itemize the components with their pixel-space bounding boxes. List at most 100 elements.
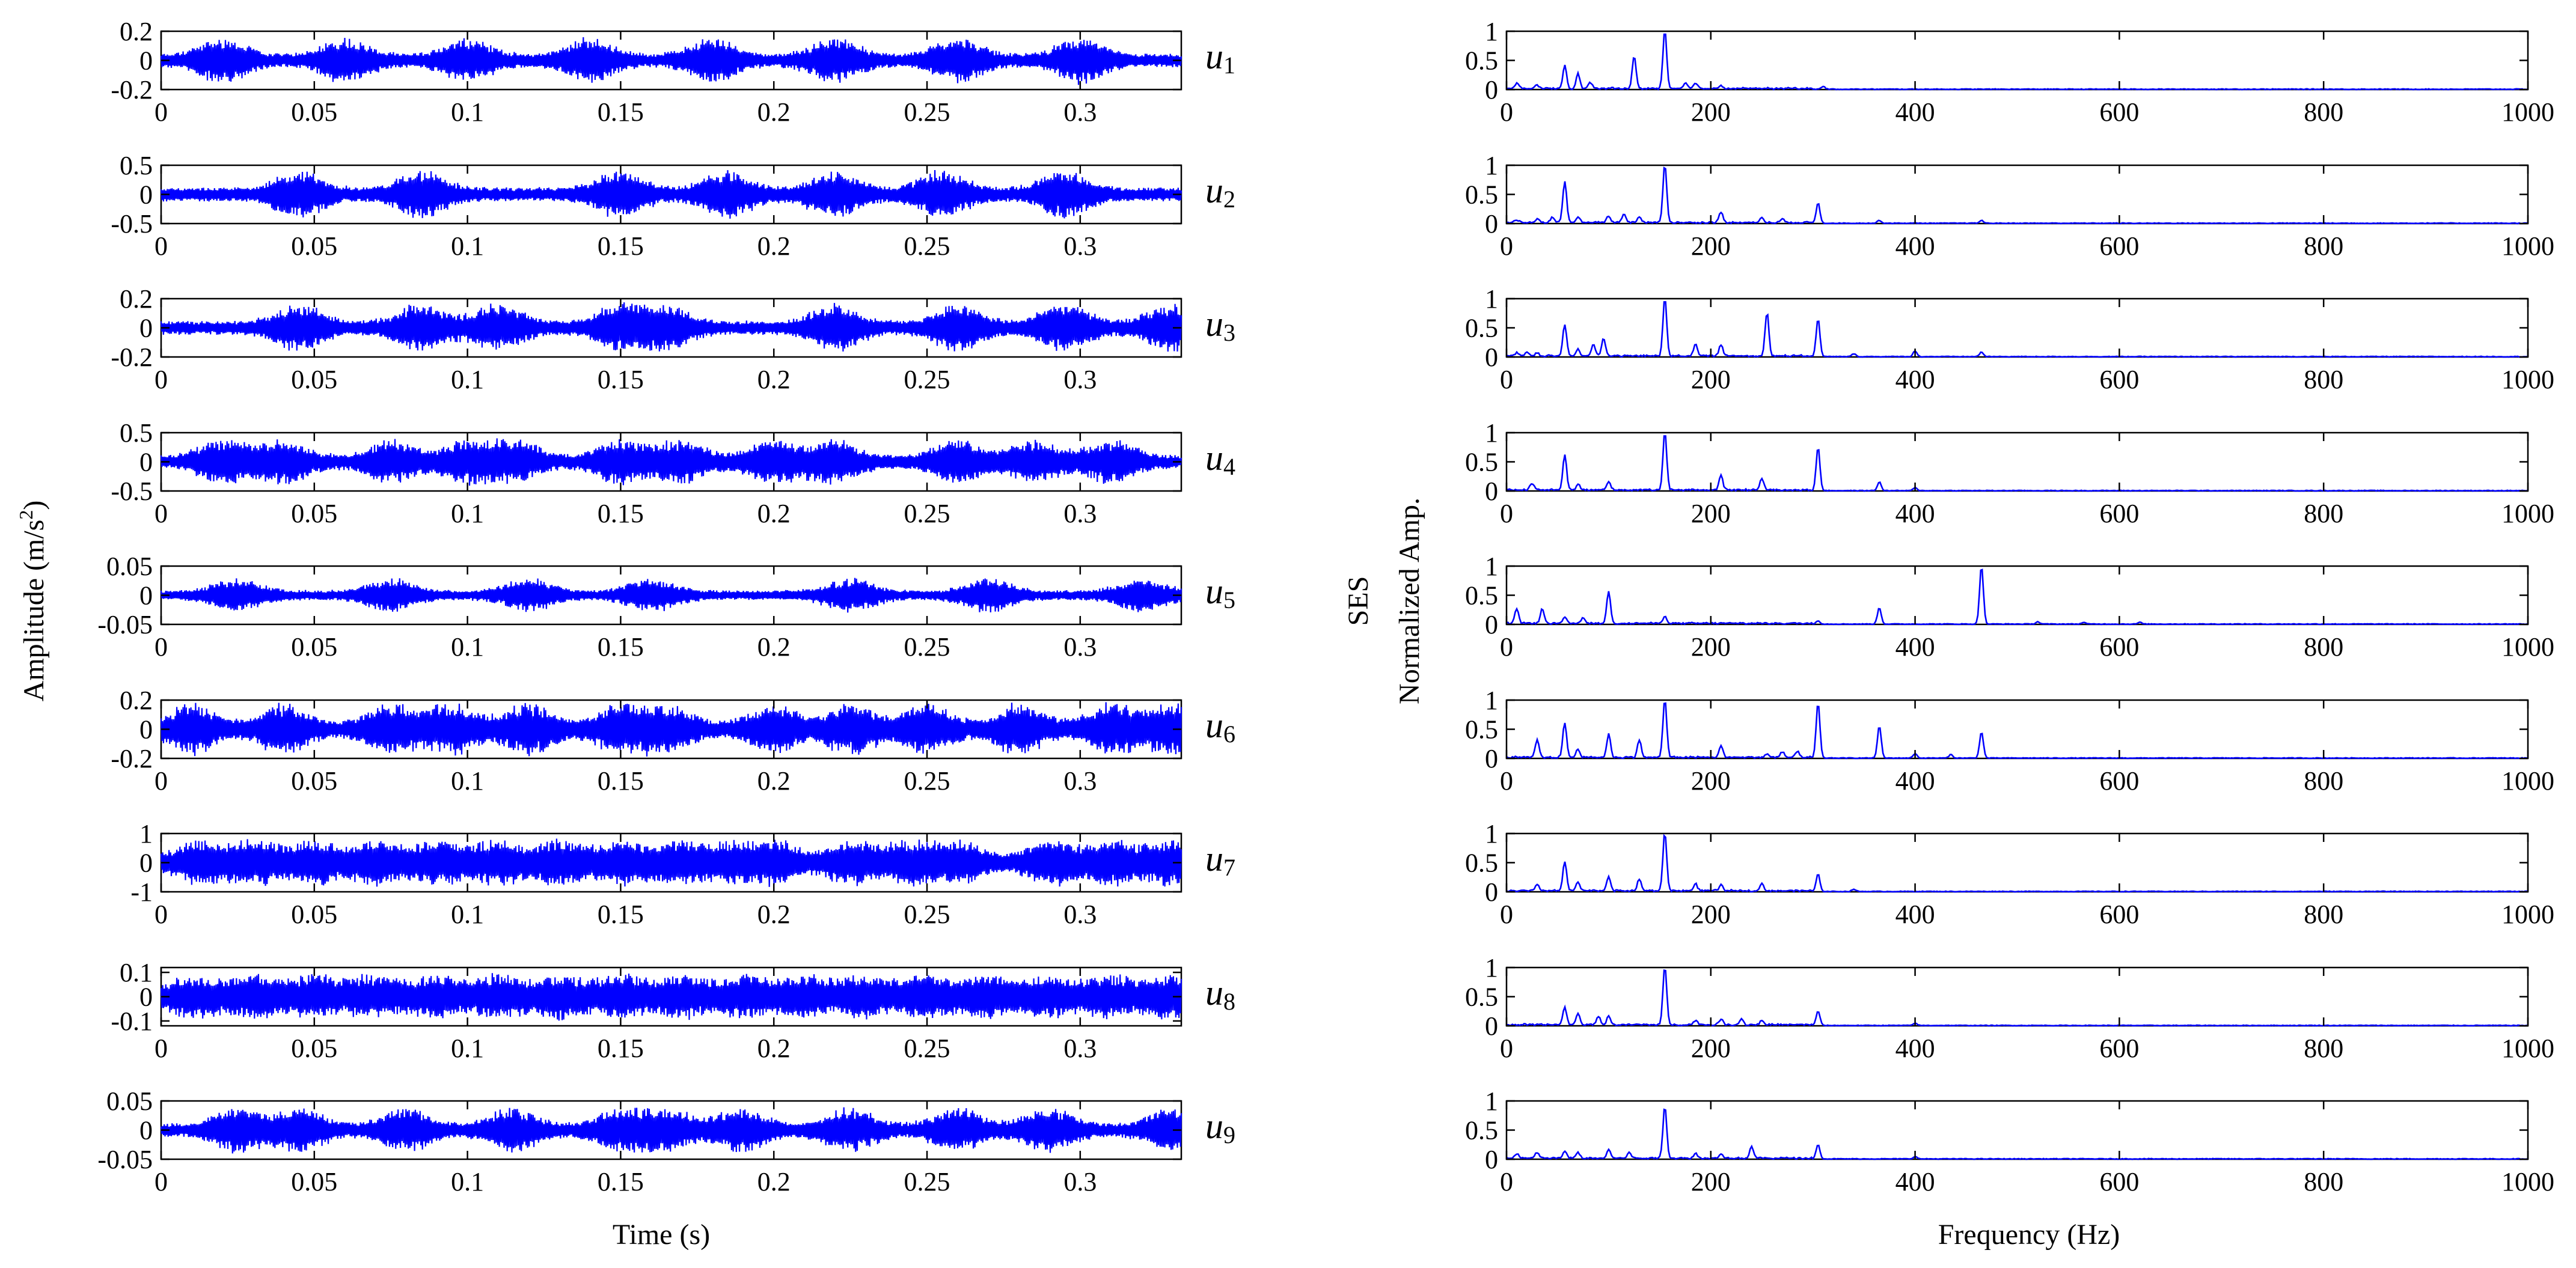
mode-ytick-label: -0.05 xyxy=(97,1145,153,1174)
ses-xtick-label: 200 xyxy=(1691,1034,1731,1063)
ses-xtick-label: 400 xyxy=(1895,766,1935,796)
mode-ytick-label: 0.05 xyxy=(106,1087,153,1116)
ses-xtick-label: 600 xyxy=(2099,1034,2139,1063)
mode-xtick-label: 0.05 xyxy=(291,766,337,796)
ses-xlabel: Frequency (Hz) xyxy=(1938,1219,2120,1251)
ses-ytick-label: 0.5 xyxy=(1465,1116,1498,1145)
mode-signal-u2 xyxy=(160,169,1182,219)
mode-xtick-label: 0.05 xyxy=(291,499,337,528)
ses-axes xyxy=(1505,30,2529,91)
mode-panel-u1: -0.200.20 0.05 0.1 0.15 0.2 0.25 0.3u1 xyxy=(111,17,1235,127)
ses-panel-5: 00.51 0 200 400 600 800 1000 xyxy=(1465,552,2554,662)
mode-xtick-label: 0.3 xyxy=(1063,900,1097,929)
ses-xtick-label: 1000 xyxy=(2501,900,2554,929)
ses-ytick-label: 0 xyxy=(1485,1011,1498,1041)
ses-ylabel-line1: SES xyxy=(1342,576,1374,626)
mode-xtick-label: 0.25 xyxy=(904,97,950,127)
ses-xtick-label: 400 xyxy=(1895,900,1935,929)
mode-panel-u8: -0.100.10 0.05 0.1 0.15 0.2 0.25 0.3u8 xyxy=(111,958,1235,1063)
mode-xtick-label: 0.15 xyxy=(598,97,644,127)
mode-ytick-label: -1 xyxy=(130,877,153,907)
ses-panel-7: 00.51 0 200 400 600 800 1000 xyxy=(1465,819,2554,929)
mode-xtick-label: 0.15 xyxy=(598,632,644,662)
mode-label-main: u xyxy=(1205,438,1223,478)
ses-xtick-label: 600 xyxy=(2099,499,2139,528)
mode-label-u8: u8 xyxy=(1205,973,1235,1015)
mode-ytick-label: -0.5 xyxy=(111,209,153,239)
ses-xtick-label: 1000 xyxy=(2501,1034,2554,1063)
ses-xtick-label: 400 xyxy=(1895,1167,1935,1196)
mode-panel-u4: -0.500.50 0.05 0.1 0.15 0.2 0.25 0.3u4 xyxy=(111,418,1235,528)
mode-label-main: u xyxy=(1205,706,1223,745)
mode-xtick-label: 0.05 xyxy=(291,231,337,261)
mode-label-main: u xyxy=(1205,572,1223,611)
mode-xtick-label: 0 xyxy=(154,900,168,929)
mode-xtick-label: 0.15 xyxy=(598,1034,644,1063)
ses-panel-6: 00.51 0 200 400 600 800 1000 xyxy=(1465,686,2554,796)
ses-xtick-label: 600 xyxy=(2099,231,2139,261)
mode-ytick-label: 0 xyxy=(139,314,153,343)
ses-ytick-label: 0.5 xyxy=(1465,180,1498,210)
mode-label-main: u xyxy=(1205,304,1223,344)
ses-ytick-label: 0.5 xyxy=(1465,849,1498,878)
ses-spectrum-line xyxy=(1506,166,2529,225)
mode-ytick-label: -0.5 xyxy=(111,477,153,506)
mode-xtick-label: 0.2 xyxy=(757,365,791,394)
mode-xtick-label: 0.15 xyxy=(598,766,644,796)
ses-ytick-label: 0.5 xyxy=(1465,46,1498,76)
ses-xtick-label: 800 xyxy=(2304,231,2343,261)
mode-label-sub: 2 xyxy=(1223,186,1235,213)
ses-ylabel-line2: Normalized Amp. xyxy=(1394,498,1425,704)
ses-xtick-label: 600 xyxy=(2099,365,2139,394)
ses-panel-9: 00.51 0 200 400 600 800 1000 xyxy=(1465,1087,2554,1196)
mode-xtick-label: 0 xyxy=(154,632,168,662)
mode-xtick-label: 0.15 xyxy=(598,365,644,394)
mode-signal-u4 xyxy=(160,438,1182,486)
mode-label-main: u xyxy=(1205,839,1223,879)
time-domain-panels: -0.200.20 0.05 0.1 0.15 0.2 0.25 0.3u1-0.500.5… xyxy=(97,17,1235,1196)
ses-xtick-label: 0 xyxy=(1500,766,1513,796)
mode-ytick-label: 0 xyxy=(139,849,153,878)
mode-ytick-label: 0.2 xyxy=(120,17,153,46)
ses-xtick-label: 400 xyxy=(1895,231,1935,261)
mode-signal-u1 xyxy=(160,37,1182,85)
mode-xtick-label: 0.1 xyxy=(451,1167,484,1196)
ses-xtick-label: 200 xyxy=(1691,766,1731,796)
ses-xtick-label: 600 xyxy=(2099,97,2139,127)
mode-label-u5: u5 xyxy=(1205,572,1235,614)
ses-xtick-label: 1000 xyxy=(2501,632,2554,662)
mode-xtick-label: 0.1 xyxy=(451,97,484,127)
ses-panel-1: 00.51 0 200 400 600 800 1000 xyxy=(1465,17,2554,127)
ses-xtick-label: 200 xyxy=(1691,499,1731,528)
ses-spectrum-line xyxy=(1506,834,2529,893)
mode-label-main: u xyxy=(1205,973,1223,1013)
ses-ytick-label: 0.5 xyxy=(1465,715,1498,745)
ses-spectrum-line xyxy=(1506,33,2529,91)
ses-xtick-label: 0 xyxy=(1500,900,1513,929)
time-ylabel-sup: 2 xyxy=(15,510,37,520)
mode-xtick-label: 0.1 xyxy=(451,632,484,662)
ses-axes xyxy=(1505,565,2529,626)
mode-signal-u3 xyxy=(160,302,1182,352)
mode-xtick-label: 0.3 xyxy=(1063,365,1097,394)
ses-spectrum-line xyxy=(1506,568,2529,626)
ses-spectrum-line xyxy=(1506,435,2529,492)
ses-axes xyxy=(1505,966,2529,1027)
mode-xtick-label: 0.3 xyxy=(1063,1034,1097,1063)
mode-xtick-label: 0.25 xyxy=(904,900,950,929)
ses-xtick-label: 800 xyxy=(2304,766,2343,796)
ses-xtick-label: 200 xyxy=(1691,900,1731,929)
mode-xtick-label: 0 xyxy=(154,766,168,796)
mode-ytick-label: 0.2 xyxy=(120,284,153,314)
mode-ytick-label: -0.1 xyxy=(111,1007,153,1036)
ses-xtick-label: 800 xyxy=(2304,632,2343,662)
time-xlabel: Time (s) xyxy=(613,1219,710,1251)
mode-xtick-label: 0.3 xyxy=(1063,766,1097,796)
mode-signal-u9 xyxy=(160,1107,1182,1154)
mode-ytick-label: 0 xyxy=(139,581,153,611)
mode-signal-u7 xyxy=(160,838,1182,887)
ses-ytick-label: 1 xyxy=(1485,151,1498,180)
mode-label-sub: 3 xyxy=(1223,319,1235,346)
